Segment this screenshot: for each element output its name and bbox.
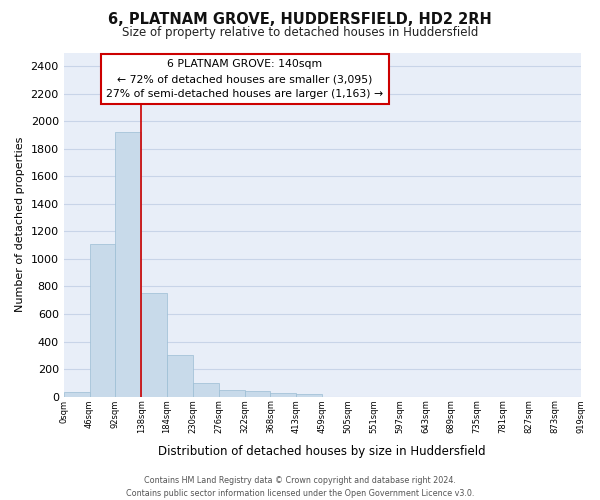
Text: Size of property relative to detached houses in Huddersfield: Size of property relative to detached ho…	[122, 26, 478, 39]
Bar	[115, 132, 141, 396]
Bar	[167, 356, 193, 397]
Bar	[271, 393, 296, 396]
X-axis label: Distribution of detached houses by size in Huddersfield: Distribution of detached houses by size …	[158, 444, 486, 458]
Bar	[219, 390, 245, 396]
Bar	[141, 294, 167, 397]
Text: Contains HM Land Registry data © Crown copyright and database right 2024.
Contai: Contains HM Land Registry data © Crown c…	[126, 476, 474, 498]
Bar	[64, 392, 89, 396]
Bar	[296, 394, 322, 396]
Text: 6, PLATNAM GROVE, HUDDERSFIELD, HD2 2RH: 6, PLATNAM GROVE, HUDDERSFIELD, HD2 2RH	[108, 12, 492, 28]
Bar	[245, 391, 271, 396]
Y-axis label: Number of detached properties: Number of detached properties	[15, 137, 25, 312]
Bar	[89, 244, 115, 396]
Text: 6 PLATNAM GROVE: 140sqm
← 72% of detached houses are smaller (3,095)
27% of semi: 6 PLATNAM GROVE: 140sqm ← 72% of detache…	[106, 60, 383, 99]
Bar	[193, 383, 219, 396]
